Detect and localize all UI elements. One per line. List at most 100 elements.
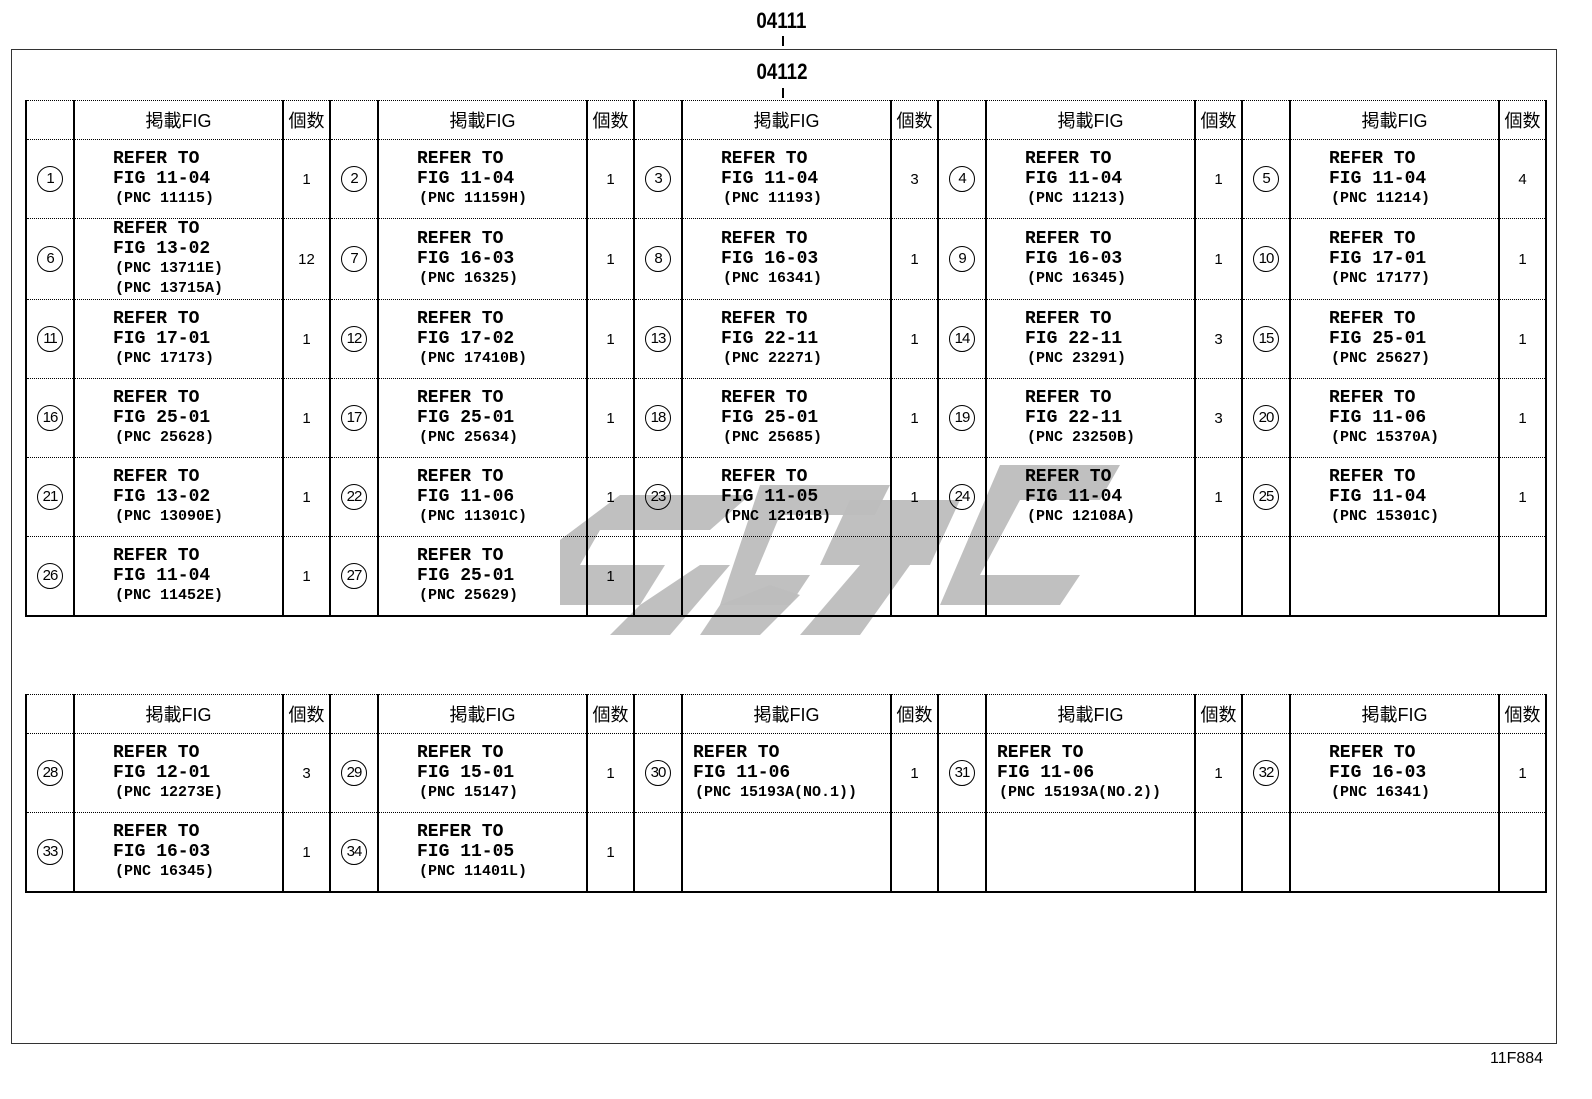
fig-reference-text[interactable]: REFER TO bbox=[417, 149, 504, 169]
fig-reference-text[interactable]: FIG 11-04 bbox=[113, 169, 211, 189]
callout-number[interactable]: 29 bbox=[341, 760, 367, 786]
callout-number[interactable]: 16 bbox=[37, 405, 63, 431]
fig-reference-text[interactable]: FIG 11-04 bbox=[1025, 169, 1123, 189]
callout-number[interactable]: 4 bbox=[949, 166, 975, 192]
fig-reference-text[interactable]: FIG 25-01 bbox=[113, 408, 211, 428]
fig-reference-text[interactable]: FIG 22-11 bbox=[1025, 408, 1123, 428]
fig-reference-text[interactable]: FIG 25-01 bbox=[1329, 329, 1427, 349]
fig-reference-text[interactable]: FIG 11-06 bbox=[693, 763, 791, 783]
fig-reference-text[interactable]: REFER TO bbox=[417, 546, 504, 566]
fig-reference-text[interactable]: REFER TO bbox=[1329, 467, 1416, 487]
callout-number[interactable]: 1 bbox=[37, 166, 63, 192]
fig-reference-text[interactable]: REFER TO bbox=[693, 743, 780, 763]
callout-number[interactable]: 5 bbox=[1253, 166, 1279, 192]
fig-reference-text[interactable]: REFER TO bbox=[1025, 388, 1112, 408]
fig-reference-text[interactable]: REFER TO bbox=[417, 467, 504, 487]
fig-reference-text[interactable]: FIG 16-03 bbox=[113, 842, 211, 862]
fig-reference-text[interactable]: REFER TO bbox=[1329, 229, 1416, 249]
fig-reference-text[interactable]: REFER TO bbox=[417, 229, 504, 249]
fig-reference-text[interactable]: REFER TO bbox=[1025, 467, 1112, 487]
fig-reference-text[interactable]: FIG 25-01 bbox=[417, 408, 515, 428]
callout-number[interactable]: 21 bbox=[37, 484, 63, 510]
fig-reference-text[interactable]: FIG 22-11 bbox=[1025, 329, 1123, 349]
callout-number[interactable]: 34 bbox=[341, 839, 367, 865]
fig-reference-text[interactable]: REFER TO bbox=[1025, 309, 1112, 329]
fig-reference-text[interactable]: REFER TO bbox=[113, 743, 200, 763]
fig-reference-text[interactable]: REFER TO bbox=[417, 743, 504, 763]
fig-reference-text[interactable]: FIG 12-01 bbox=[113, 763, 211, 783]
fig-reference-text[interactable]: FIG 16-03 bbox=[417, 249, 515, 269]
fig-reference-text[interactable]: REFER TO bbox=[1329, 388, 1416, 408]
callout-number[interactable]: 20 bbox=[1253, 405, 1279, 431]
fig-reference-text[interactable]: FIG 15-01 bbox=[417, 763, 515, 783]
callout-number[interactable]: 10 bbox=[1253, 246, 1279, 272]
fig-reference-text[interactable]: FIG 17-02 bbox=[417, 329, 515, 349]
fig-reference-text[interactable]: REFER TO bbox=[417, 822, 504, 842]
callout-number[interactable]: 17 bbox=[341, 405, 367, 431]
callout-number[interactable]: 15 bbox=[1253, 326, 1279, 352]
callout-number[interactable]: 8 bbox=[645, 246, 671, 272]
callout-number[interactable]: 28 bbox=[37, 760, 63, 786]
fig-reference-text[interactable]: REFER TO bbox=[1329, 743, 1416, 763]
callout-number[interactable]: 13 bbox=[645, 326, 671, 352]
fig-reference-text[interactable]: FIG 16-03 bbox=[721, 249, 819, 269]
fig-reference-text[interactable]: FIG 11-04 bbox=[1329, 487, 1427, 507]
fig-reference-text[interactable]: REFER TO bbox=[1025, 149, 1112, 169]
fig-reference-text[interactable]: REFER TO bbox=[113, 388, 200, 408]
fig-reference-text[interactable]: FIG 11-04 bbox=[417, 169, 515, 189]
fig-reference-text[interactable]: FIG 16-03 bbox=[1329, 763, 1427, 783]
fig-reference-text[interactable]: FIG 22-11 bbox=[721, 329, 819, 349]
fig-reference-text[interactable]: FIG 25-01 bbox=[721, 408, 819, 428]
fig-reference-text[interactable]: REFER TO bbox=[113, 219, 200, 239]
fig-reference-text[interactable]: REFER TO bbox=[721, 309, 808, 329]
fig-reference-text[interactable]: REFER TO bbox=[113, 467, 200, 487]
callout-number[interactable]: 24 bbox=[949, 484, 975, 510]
callout-number[interactable]: 31 bbox=[949, 760, 975, 786]
fig-reference-text[interactable]: REFER TO bbox=[113, 149, 200, 169]
callout-number[interactable]: 32 bbox=[1253, 760, 1279, 786]
fig-reference-text[interactable]: FIG 17-01 bbox=[1329, 249, 1427, 269]
fig-reference-text[interactable]: FIG 13-02 bbox=[113, 487, 211, 507]
fig-reference-text[interactable]: FIG 11-05 bbox=[721, 487, 819, 507]
fig-reference-text[interactable]: FIG 25-01 bbox=[417, 566, 515, 586]
fig-reference-text[interactable]: REFER TO bbox=[721, 388, 808, 408]
callout-number[interactable]: 2 bbox=[341, 166, 367, 192]
fig-reference-text[interactable]: REFER TO bbox=[721, 467, 808, 487]
fig-reference-text[interactable]: REFER TO bbox=[721, 229, 808, 249]
callout-number[interactable]: 3 bbox=[645, 166, 671, 192]
callout-number[interactable]: 6 bbox=[37, 246, 63, 272]
fig-reference-text[interactable]: FIG 11-06 bbox=[417, 487, 515, 507]
callout-number[interactable]: 7 bbox=[341, 246, 367, 272]
callout-number[interactable]: 19 bbox=[949, 405, 975, 431]
callout-number[interactable]: 30 bbox=[645, 760, 671, 786]
callout-number[interactable]: 14 bbox=[949, 326, 975, 352]
callout-number[interactable]: 18 bbox=[645, 405, 671, 431]
fig-reference-text[interactable]: FIG 11-04 bbox=[113, 566, 211, 586]
fig-reference-text[interactable]: REFER TO bbox=[417, 309, 504, 329]
fig-reference-text[interactable]: REFER TO bbox=[113, 309, 200, 329]
callout-number[interactable]: 23 bbox=[645, 484, 671, 510]
fig-reference-text[interactable]: FIG 11-05 bbox=[417, 842, 515, 862]
callout-number[interactable]: 25 bbox=[1253, 484, 1279, 510]
fig-reference-text[interactable]: FIG 17-01 bbox=[113, 329, 211, 349]
fig-reference-text[interactable]: REFER TO bbox=[417, 388, 504, 408]
fig-reference-text[interactable]: REFER TO bbox=[997, 743, 1084, 763]
fig-reference-text[interactable]: REFER TO bbox=[113, 546, 200, 566]
fig-reference-text[interactable]: REFER TO bbox=[1329, 149, 1416, 169]
fig-reference-text[interactable]: FIG 16-03 bbox=[1025, 249, 1123, 269]
callout-number[interactable]: 33 bbox=[37, 839, 63, 865]
fig-reference-text[interactable]: REFER TO bbox=[1025, 229, 1112, 249]
fig-reference-text[interactable]: REFER TO bbox=[1329, 309, 1416, 329]
fig-reference-text[interactable]: FIG 11-06 bbox=[1329, 408, 1427, 428]
fig-reference-text[interactable]: FIG 11-04 bbox=[721, 169, 819, 189]
fig-reference-text[interactable]: REFER TO bbox=[721, 149, 808, 169]
fig-reference-text[interactable]: FIG 13-02 bbox=[113, 239, 211, 259]
fig-reference-text[interactable]: REFER TO bbox=[113, 822, 200, 842]
fig-reference-text[interactable]: FIG 11-04 bbox=[1025, 487, 1123, 507]
callout-number[interactable]: 9 bbox=[949, 246, 975, 272]
callout-number[interactable]: 27 bbox=[341, 563, 367, 589]
callout-number[interactable]: 22 bbox=[341, 484, 367, 510]
callout-number[interactable]: 11 bbox=[37, 326, 63, 352]
callout-number[interactable]: 26 bbox=[37, 563, 63, 589]
fig-reference-text[interactable]: FIG 11-04 bbox=[1329, 169, 1427, 189]
